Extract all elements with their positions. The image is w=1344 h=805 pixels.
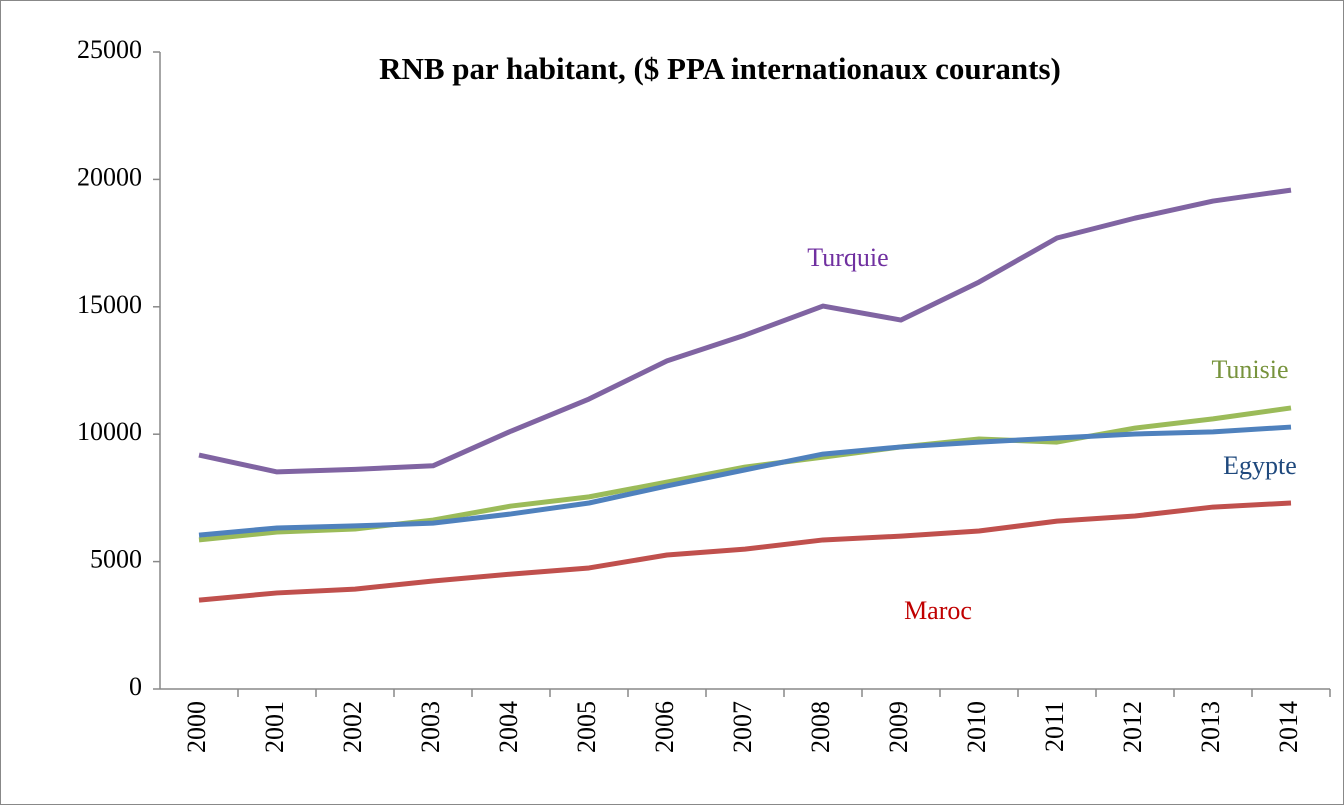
x-tick-label: 2002 [338, 701, 367, 753]
x-tick-label: 2005 [572, 701, 601, 753]
x-tick-label: 2000 [182, 701, 211, 753]
y-tick-label: 25000 [77, 35, 142, 64]
series-line [198, 187, 1292, 475]
chart-title: RNB par habitant, ($ PPA internationaux … [379, 51, 1061, 86]
x-tick-label: 2013 [1196, 701, 1225, 753]
series-label: Turquie [807, 243, 888, 272]
series-label: Tunisie [1211, 355, 1288, 384]
series-label: Maroc [904, 596, 972, 625]
x-tick-label: 2008 [806, 701, 835, 753]
x-tick-label: 2003 [416, 701, 445, 753]
series-line [198, 500, 1292, 603]
x-tick-label: 2011 [1040, 701, 1069, 752]
x-tick-label: 2010 [962, 701, 991, 753]
x-tick-label: 2012 [1118, 701, 1147, 753]
x-tick-label: 2009 [884, 701, 913, 753]
series-label: Egypte [1223, 451, 1297, 480]
y-tick-label: 0 [129, 672, 142, 701]
y-tick-label: 20000 [77, 162, 142, 191]
x-tick-label: 2006 [650, 701, 679, 753]
x-tick-label: 2001 [260, 701, 289, 753]
y-tick-label: 5000 [90, 545, 142, 574]
y-tick-label: 10000 [77, 417, 142, 446]
y-tick-label: 15000 [77, 290, 142, 319]
x-tick-label: 2007 [728, 701, 757, 753]
x-tick-label: 2004 [494, 701, 523, 753]
x-tick-label: 2014 [1274, 701, 1303, 753]
series-line [198, 424, 1292, 538]
